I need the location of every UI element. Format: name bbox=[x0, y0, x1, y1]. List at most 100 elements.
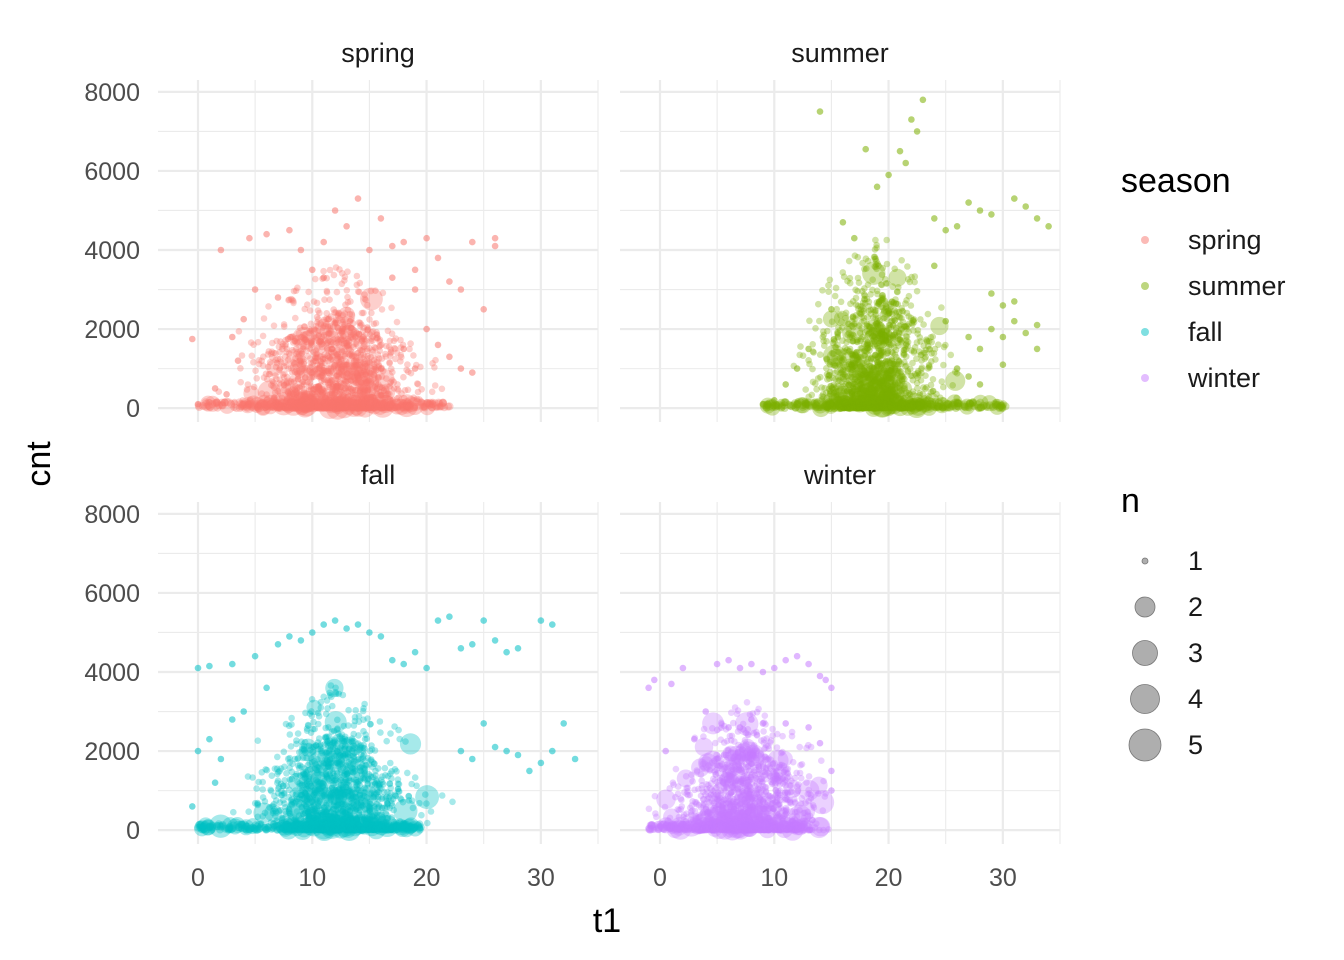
legend-title-season: season bbox=[1121, 162, 1231, 200]
point-spring-4 bbox=[217, 246, 225, 254]
point-fall-9 bbox=[229, 660, 236, 668]
point-cloud-winter bbox=[645, 699, 835, 841]
legend-label-fall: fall bbox=[1188, 317, 1223, 347]
point-spring-36 bbox=[434, 341, 442, 349]
point-summer-8 bbox=[851, 234, 858, 242]
point-summer-16 bbox=[919, 96, 927, 104]
point-summer-26 bbox=[1033, 215, 1041, 222]
legend-key-summer bbox=[1141, 282, 1149, 290]
point-fall-25 bbox=[411, 648, 419, 656]
point-spring-6 bbox=[229, 333, 236, 341]
x-tick-label: 20 bbox=[413, 864, 441, 892]
point-spring-9 bbox=[246, 234, 253, 242]
facet-title-winter: winter bbox=[803, 460, 876, 490]
point-fall-13 bbox=[274, 641, 282, 648]
point-spring-24 bbox=[411, 266, 419, 274]
legend: season spring summer fall winter n 1 2 3 4 5 bbox=[1121, 162, 1286, 762]
facet-title-fall: fall bbox=[361, 460, 396, 490]
point-cloud-fall bbox=[194, 678, 456, 842]
point-spring-15 bbox=[309, 266, 316, 274]
point-spring-12 bbox=[274, 294, 282, 301]
point-summer-40 bbox=[965, 373, 972, 380]
legend-key-spring bbox=[1141, 236, 1149, 244]
legend-label-summer: summer bbox=[1188, 271, 1286, 301]
point-summer-36 bbox=[988, 290, 995, 297]
point-summer-12 bbox=[896, 147, 904, 155]
point-winter-7 bbox=[702, 708, 709, 715]
point-summer-6 bbox=[828, 306, 835, 313]
legend-size-key-3 bbox=[1132, 640, 1158, 666]
point-fall-7 bbox=[217, 755, 225, 763]
point-summer-20 bbox=[965, 199, 972, 206]
legend-size-label-3: 3 bbox=[1188, 638, 1203, 668]
point-winter-19 bbox=[828, 684, 835, 692]
point-spring-18 bbox=[343, 223, 350, 230]
legend-label-winter: winter bbox=[1187, 363, 1260, 393]
point-fall-19 bbox=[343, 625, 350, 632]
point-spring-22 bbox=[389, 242, 396, 250]
point-spring-17 bbox=[331, 207, 339, 214]
y-tick-label: 2000 bbox=[84, 738, 140, 766]
point-fall-22 bbox=[377, 633, 385, 640]
point-summer-24 bbox=[1011, 195, 1018, 202]
point-summer-11 bbox=[885, 171, 892, 179]
point-summer-0 bbox=[759, 400, 767, 408]
y-tick-label: 0 bbox=[126, 817, 140, 845]
point-fall-2 bbox=[194, 747, 202, 755]
legend-size-key-2 bbox=[1134, 596, 1156, 618]
point-winter-22 bbox=[816, 739, 824, 747]
point-fall-21 bbox=[366, 629, 373, 636]
point-spring-42 bbox=[320, 274, 328, 282]
point-fall-6 bbox=[211, 779, 219, 786]
point-fall-1 bbox=[194, 664, 202, 672]
point-winter-20 bbox=[828, 767, 835, 775]
legend-size-label-4: 4 bbox=[1188, 684, 1203, 714]
point-spring-31 bbox=[491, 234, 499, 242]
point-fall-46 bbox=[571, 755, 579, 763]
point-summer-18 bbox=[942, 226, 949, 234]
legend-size-label-2: 2 bbox=[1188, 592, 1203, 622]
point-spring-21 bbox=[377, 215, 385, 222]
point-fall-4 bbox=[206, 662, 213, 670]
point-winter-12 bbox=[759, 668, 767, 676]
point-summer-14 bbox=[908, 116, 915, 123]
point-winter-21 bbox=[828, 787, 835, 794]
point-winter-14 bbox=[782, 656, 789, 664]
point-fall-32 bbox=[491, 637, 499, 644]
point-spring-8 bbox=[240, 315, 247, 323]
point-fall-38 bbox=[469, 755, 476, 763]
point-fall-8 bbox=[229, 716, 236, 723]
point-fall-10 bbox=[240, 708, 247, 715]
point-fall-11 bbox=[251, 652, 259, 660]
point-spring-19 bbox=[354, 195, 362, 202]
point-summer-30 bbox=[976, 345, 984, 353]
point-summer-10 bbox=[873, 183, 881, 191]
point-fall-44 bbox=[549, 747, 556, 755]
x-tick-label: 0 bbox=[653, 864, 667, 892]
point-winter-6 bbox=[691, 735, 698, 743]
point-fall-12 bbox=[263, 684, 270, 692]
point-summer-28 bbox=[1045, 223, 1052, 230]
point-winter-10 bbox=[736, 664, 744, 672]
point-summer-23 bbox=[999, 302, 1007, 309]
point-winter-16 bbox=[805, 660, 812, 668]
point-fall-28 bbox=[446, 613, 453, 620]
point-fall-45 bbox=[560, 720, 567, 727]
point-winter-2 bbox=[656, 822, 664, 830]
y-tick-label: 2000 bbox=[84, 316, 140, 344]
point-summer-42 bbox=[999, 361, 1007, 369]
point-spring-3 bbox=[211, 385, 219, 392]
point-fall-34 bbox=[514, 645, 522, 652]
panel-grid-summer bbox=[620, 80, 1061, 422]
point-spring-10 bbox=[251, 286, 259, 293]
point-winter-26 bbox=[736, 724, 744, 731]
point-fall-26 bbox=[423, 664, 430, 672]
facet-panels: spring summer fall winter bbox=[158, 38, 1061, 844]
x-tick-label: 20 bbox=[875, 864, 903, 892]
point-fall-3 bbox=[200, 822, 207, 830]
point-summer-3 bbox=[793, 365, 801, 372]
x-tick-label: 0 bbox=[191, 864, 205, 892]
legend-label-spring: spring bbox=[1188, 225, 1262, 255]
point-fall-0 bbox=[189, 803, 196, 810]
